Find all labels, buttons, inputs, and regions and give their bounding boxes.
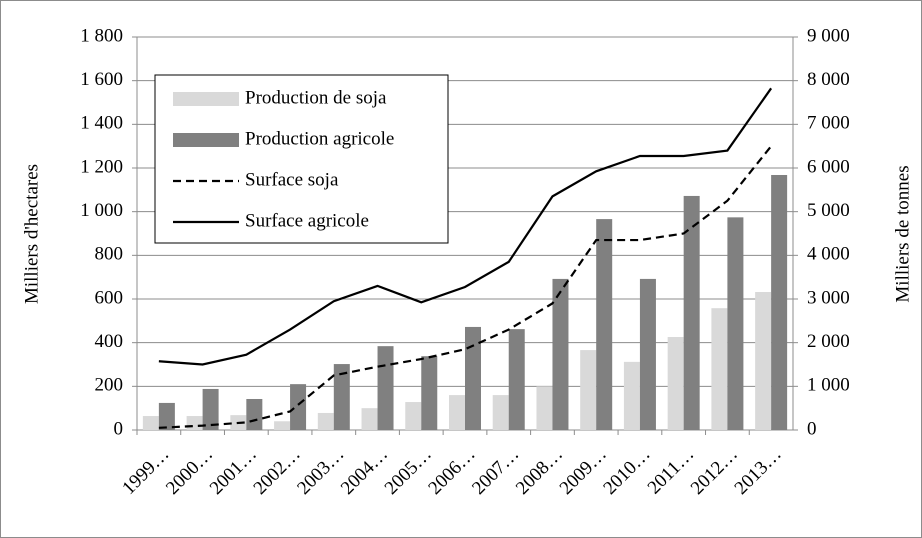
y-tick-label: 600 xyxy=(95,287,124,308)
bar xyxy=(639,278,656,430)
bar xyxy=(377,346,394,430)
y2-tick-label: 1 000 xyxy=(807,375,850,396)
bar xyxy=(727,217,744,430)
bar xyxy=(421,356,438,430)
bar xyxy=(202,388,219,430)
bar xyxy=(246,398,263,430)
bar xyxy=(508,329,525,430)
legend-swatch xyxy=(173,133,239,147)
bar xyxy=(290,384,307,430)
bar xyxy=(755,292,772,430)
legend-swatch xyxy=(173,92,239,106)
bar xyxy=(623,361,640,430)
y2-tick-label: 2 000 xyxy=(807,331,850,352)
bar xyxy=(580,350,597,430)
y-axis-title: Milliers d'hectares xyxy=(21,164,42,304)
y-tick-label: 1 600 xyxy=(80,69,123,90)
bar xyxy=(142,416,159,430)
y-tick-label: 1 800 xyxy=(80,25,123,46)
y-tick-label: 1 000 xyxy=(80,200,123,221)
bar xyxy=(683,195,700,430)
y-tick-label: 1 200 xyxy=(80,156,123,177)
bar xyxy=(536,386,553,430)
bar xyxy=(552,278,569,430)
y2-tick-label: 6 000 xyxy=(807,156,850,177)
bar xyxy=(405,402,422,430)
legend-label: Surface agricole xyxy=(245,210,369,231)
y-tick-label: 0 xyxy=(114,418,124,439)
legend-label: Surface soja xyxy=(245,169,339,190)
bar xyxy=(492,395,509,430)
bar xyxy=(333,364,350,430)
line-series xyxy=(158,145,772,429)
y2-axis-title: Milliers de tonnes xyxy=(892,165,913,302)
bar xyxy=(158,402,175,430)
y-tick-label: 200 xyxy=(95,375,124,396)
legend-label: Production agricole xyxy=(245,128,394,149)
y2-tick-label: 0 xyxy=(807,418,817,439)
bar xyxy=(465,326,481,430)
bar xyxy=(274,421,291,430)
bar xyxy=(667,336,684,430)
y-tick-label: 800 xyxy=(95,244,124,265)
y2-tick-label: 4 000 xyxy=(807,244,850,265)
y2-tick-label: 8 000 xyxy=(807,69,850,90)
bar xyxy=(361,408,378,430)
legend-label: Production de soja xyxy=(245,87,387,108)
line-series xyxy=(158,87,773,366)
y-tick-label: 1 400 xyxy=(80,113,123,134)
bar xyxy=(449,395,465,430)
y2-tick-label: 9 000 xyxy=(807,25,850,46)
y-tick-label: 400 xyxy=(95,331,124,352)
bar xyxy=(186,416,203,430)
bar xyxy=(771,174,788,430)
bar xyxy=(711,308,728,430)
y2-tick-label: 3 000 xyxy=(807,287,850,308)
bar xyxy=(596,219,613,430)
y2-tick-label: 7 000 xyxy=(807,113,850,134)
y2-tick-label: 5 000 xyxy=(807,200,850,221)
bar xyxy=(317,412,334,430)
